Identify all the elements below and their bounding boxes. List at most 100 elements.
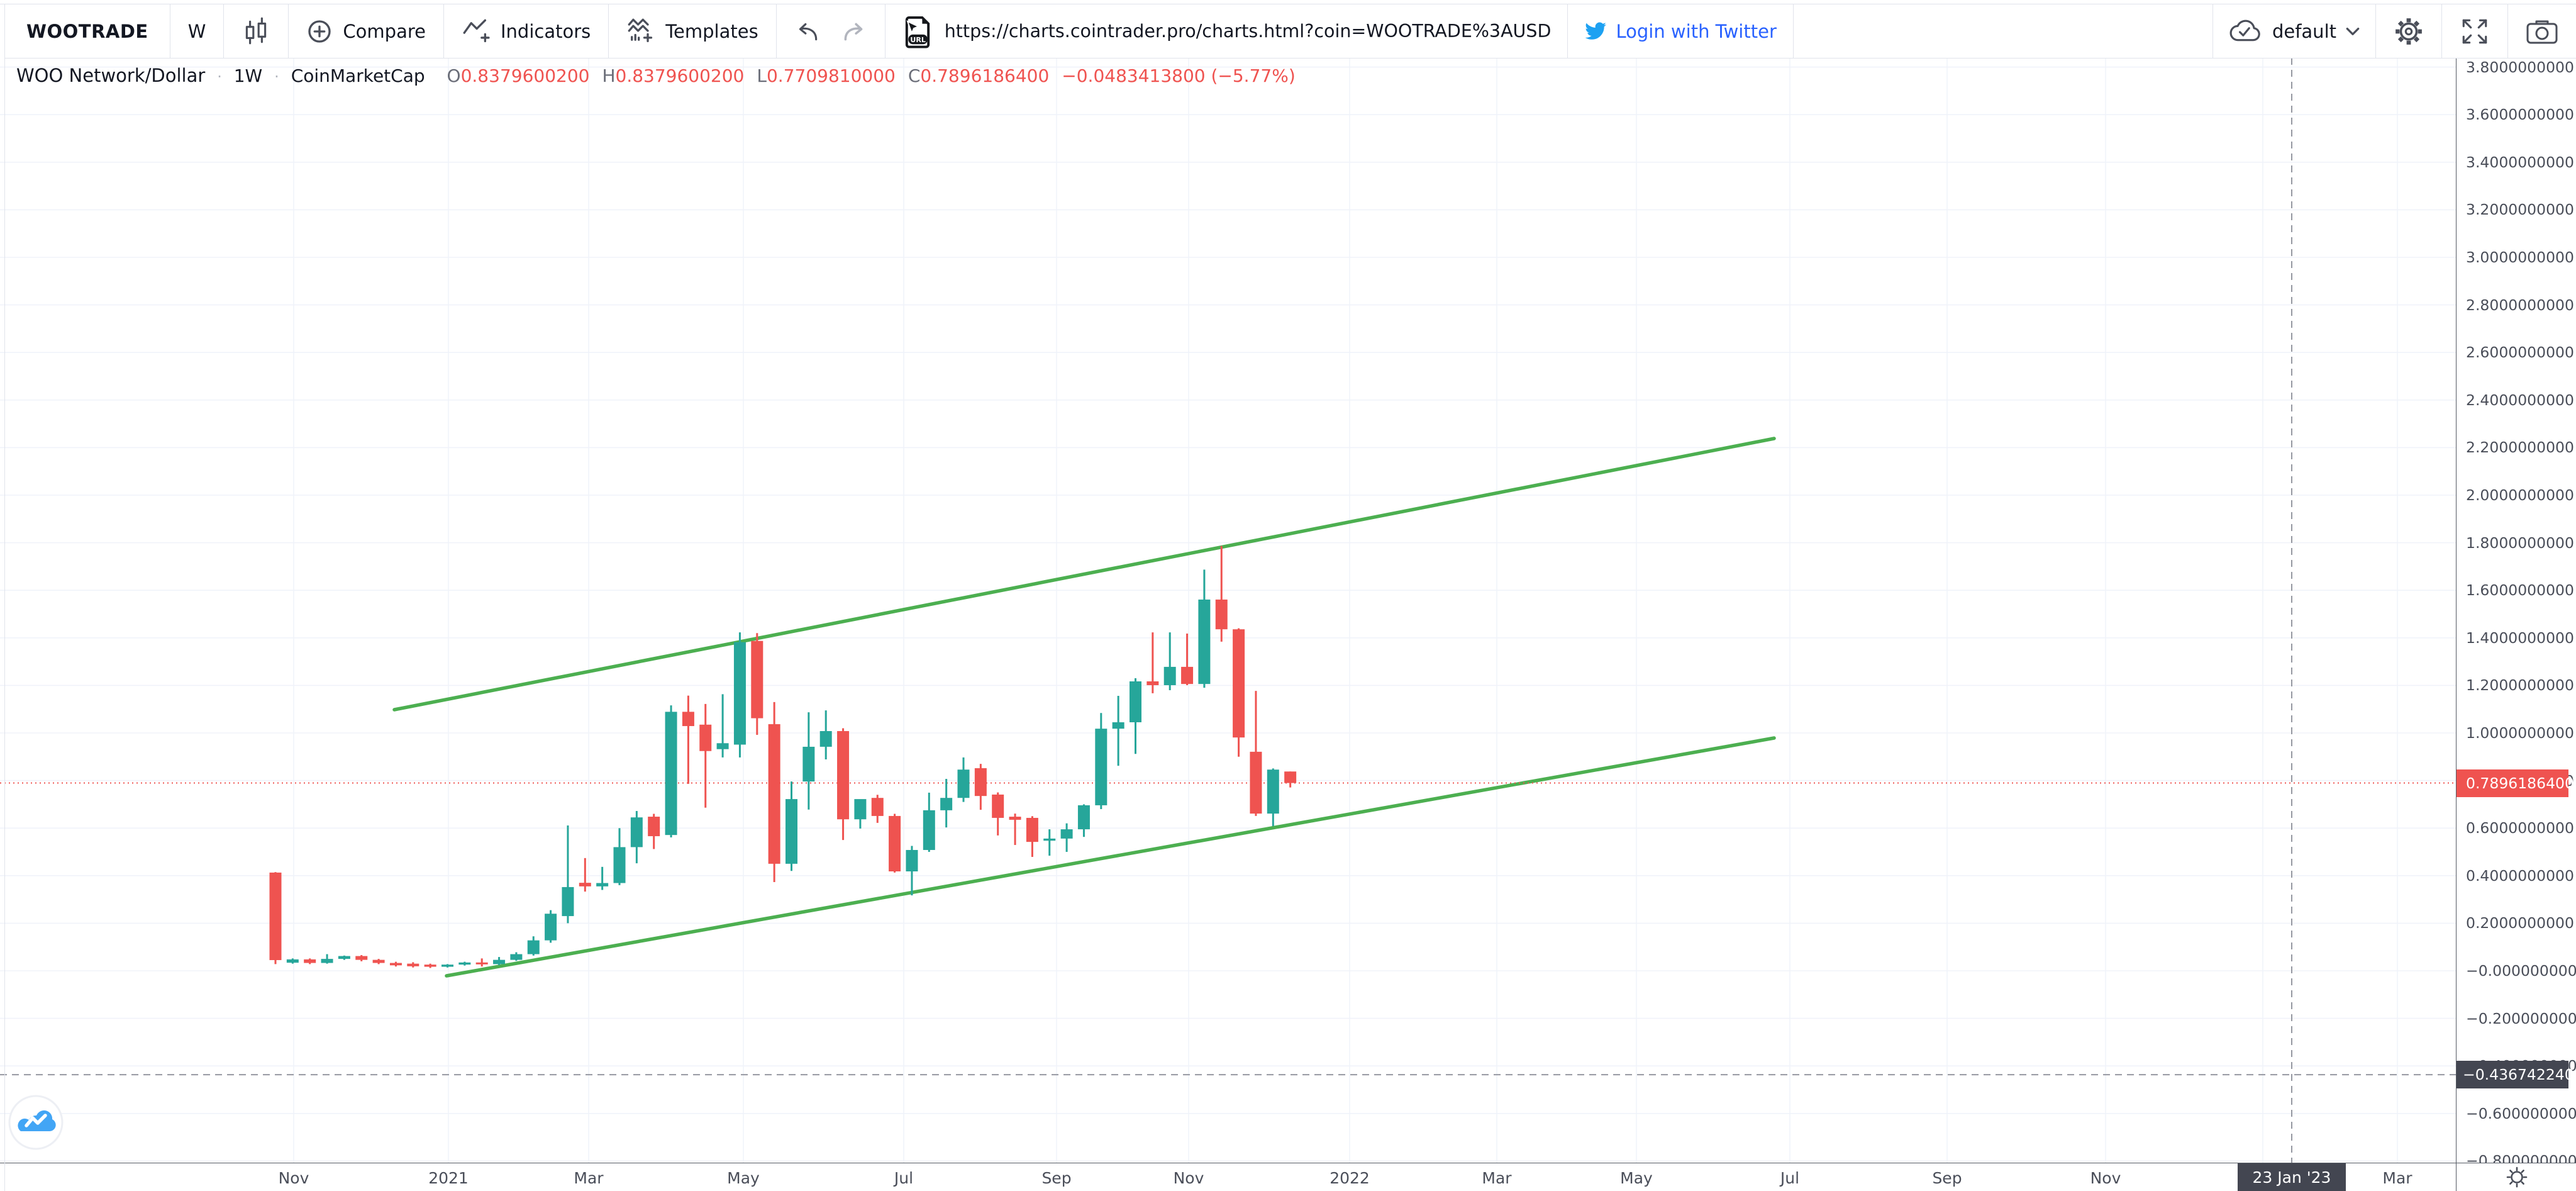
candle xyxy=(923,810,935,850)
fullscreen-icon xyxy=(2462,19,2487,43)
price-tick-label: 1.4000000000 xyxy=(2466,629,2574,647)
redo-button[interactable] xyxy=(838,4,885,58)
candle xyxy=(286,959,299,963)
price-tick-label: −0.6000000000 xyxy=(2466,1104,2576,1122)
candle xyxy=(1163,666,1176,686)
indicators-button[interactable]: Indicators xyxy=(444,4,608,58)
candle xyxy=(665,712,677,836)
time-tick-label: Mar xyxy=(574,1169,604,1187)
candle xyxy=(768,724,780,864)
candle xyxy=(1267,769,1279,814)
candle xyxy=(269,872,282,960)
candle xyxy=(596,883,609,886)
interval-button[interactable]: W xyxy=(170,4,224,58)
login-twitter-button[interactable]: Login with Twitter xyxy=(1568,4,1792,58)
candle xyxy=(1095,729,1108,805)
legend-dot: · xyxy=(217,68,222,86)
candle xyxy=(716,743,729,749)
candle xyxy=(493,959,506,965)
symbol-button[interactable]: WOOTRADE xyxy=(5,4,170,58)
candle xyxy=(837,730,850,820)
candle xyxy=(906,849,918,871)
toolbar-separator xyxy=(775,4,777,58)
indicators-label: Indicators xyxy=(500,20,591,42)
sun-icon xyxy=(2506,1166,2528,1188)
axis-corner-separator xyxy=(2456,1163,2457,1191)
toolbar-separator xyxy=(608,4,609,58)
undo-button[interactable] xyxy=(777,4,838,58)
svg-text:URL: URL xyxy=(910,35,925,43)
price-tick-label: 1.8000000000 xyxy=(2466,534,2574,552)
candle xyxy=(630,817,643,847)
time-tick-label: Sep xyxy=(1041,1169,1072,1187)
toolbar-separator xyxy=(223,4,225,58)
gear-icon xyxy=(2396,18,2422,45)
templates-button[interactable]: Templates xyxy=(609,4,775,58)
time-tick-label: May xyxy=(1620,1169,1653,1187)
layout-selector[interactable]: default xyxy=(2213,4,2375,58)
high-label: H xyxy=(602,65,616,86)
time-axis[interactable]: Nov 2021 Mar May Jul Sep Nov 2022 Mar May Jul Sep No… xyxy=(0,1163,2576,1191)
candle xyxy=(1233,629,1245,738)
layout-name-label: default xyxy=(2272,20,2336,42)
time-tick-label: May xyxy=(727,1169,760,1187)
candle xyxy=(1060,829,1073,839)
time-tick-label: Nov xyxy=(278,1169,309,1187)
candle xyxy=(579,883,591,886)
time-tick-label: Nov xyxy=(2090,1169,2121,1187)
candle xyxy=(1112,722,1124,729)
screenshot-button[interactable] xyxy=(2508,4,2576,58)
left-frame-border xyxy=(4,4,5,1191)
candle xyxy=(321,959,333,963)
undo-icon xyxy=(799,23,817,40)
chart-url-text: https://charts.cointrader.pro/charts.htm… xyxy=(944,21,1552,42)
price-tick-label: 0.6000000000 xyxy=(2466,819,2574,837)
candle xyxy=(802,746,815,782)
time-tick-label: Mar xyxy=(2382,1169,2412,1187)
toolbar-separator xyxy=(1567,4,1568,58)
fullscreen-button[interactable] xyxy=(2442,4,2507,58)
interval-label: W xyxy=(187,20,206,42)
chart-style-button[interactable] xyxy=(224,4,288,58)
camera-icon xyxy=(2526,20,2558,43)
toolbar-separator xyxy=(2507,4,2508,58)
legend-dot: · xyxy=(274,68,279,86)
candle xyxy=(1009,817,1021,820)
url-icon: URL xyxy=(905,16,930,48)
time-tick-label: 2022 xyxy=(1330,1169,1370,1187)
candle xyxy=(992,794,1004,818)
candle xyxy=(407,963,419,966)
candle xyxy=(648,817,660,837)
theme-toggle-button[interactable] xyxy=(2498,1163,2536,1191)
top-toolbar: WOOTRADE W Compare xyxy=(5,4,2576,59)
candle xyxy=(475,962,488,965)
candle xyxy=(699,724,712,751)
change-value: −0.0483413800 (−5.77%) xyxy=(1062,65,1296,86)
candle xyxy=(441,965,453,967)
candle xyxy=(304,959,316,963)
price-axis[interactable]: 3.8000000000 3.6000000000 3.4000000000 3.20… xyxy=(2456,58,2576,1170)
open-label: O xyxy=(447,65,461,86)
candle xyxy=(1026,817,1038,842)
login-twitter-label: Login with Twitter xyxy=(1616,20,1777,42)
templates-icon xyxy=(628,18,653,42)
low-label: L xyxy=(757,65,767,86)
symbol-label: WOOTRADE xyxy=(26,20,148,42)
candle xyxy=(1250,751,1262,814)
chart-url-box[interactable]: URL https://charts.cointrader.pro/charts… xyxy=(886,4,1568,58)
price-tick-label: 1.0000000000 xyxy=(2466,724,2574,742)
price-tick-label: 0.4000000000 xyxy=(2466,866,2574,885)
candle xyxy=(1146,681,1159,686)
last-price-badge: 0.7896186400 xyxy=(2457,769,2574,797)
time-tick-label: Mar xyxy=(1482,1169,1512,1187)
toolbar-separator xyxy=(1792,4,1794,58)
settings-button[interactable] xyxy=(2376,4,2441,58)
candle xyxy=(527,940,540,954)
candle xyxy=(1043,838,1056,841)
templates-label: Templates xyxy=(665,20,758,42)
compare-button[interactable]: Compare xyxy=(289,4,443,58)
toolbar-separator xyxy=(443,4,444,58)
candle xyxy=(974,768,987,797)
candlestick-style-icon xyxy=(246,17,267,44)
